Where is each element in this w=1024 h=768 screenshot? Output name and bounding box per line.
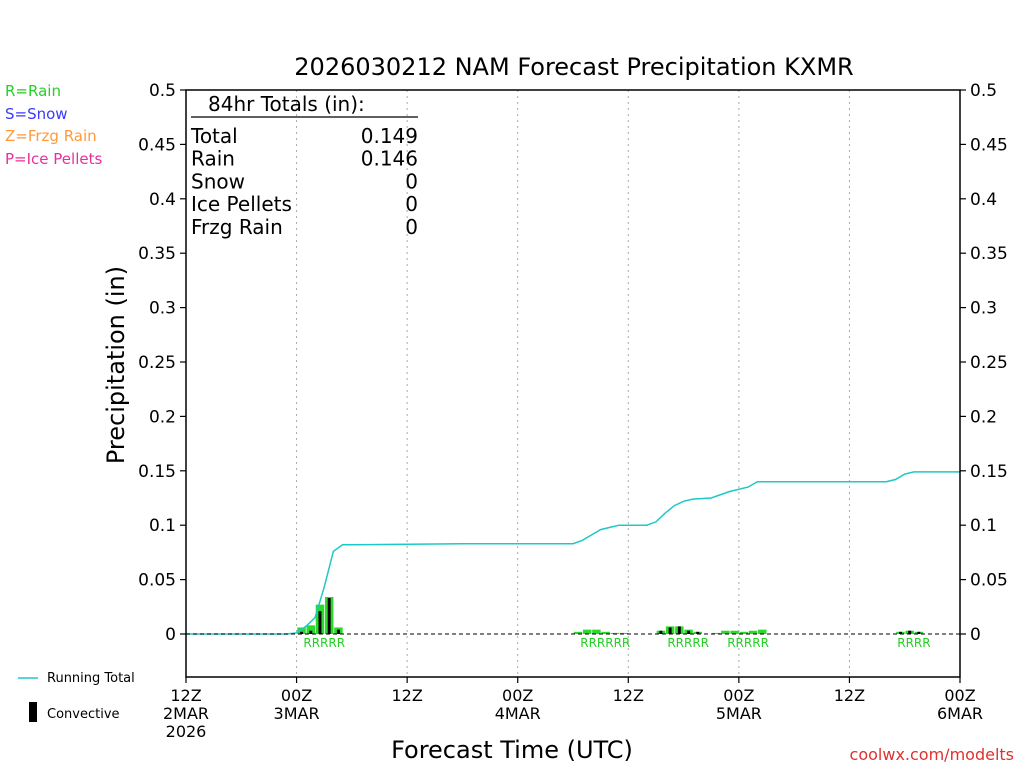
totals-row-label: Rain bbox=[191, 147, 235, 171]
convective-legend-label: Convective bbox=[47, 707, 120, 722]
totals-row-value: 0 bbox=[405, 169, 418, 193]
x-tick-label: 3MAR bbox=[274, 704, 320, 723]
x-tick-label: 12Z bbox=[613, 686, 644, 705]
bars: RRRRR RRRRRR RRRRR RRRRR RRRR bbox=[297, 597, 931, 650]
ptype-label: RRRRRR bbox=[580, 636, 630, 650]
x-tick-label: 5MAR bbox=[716, 704, 762, 723]
rain-bar bbox=[721, 630, 730, 634]
convective-legend-swatch bbox=[29, 702, 37, 722]
rain-bar bbox=[601, 631, 610, 634]
legend-snow-type: S=Snow bbox=[5, 105, 68, 123]
rain-bar bbox=[711, 632, 721, 634]
totals-row-value: 0.146 bbox=[361, 147, 418, 171]
y-tick-label-right: 0.35 bbox=[970, 244, 1008, 264]
rain-bar bbox=[610, 632, 620, 634]
rain-bar bbox=[730, 630, 739, 634]
grid bbox=[296, 90, 850, 677]
y-tick-label-right: 0.4 bbox=[970, 190, 997, 210]
convective-bar bbox=[677, 626, 681, 634]
y-tick-label-right: 0 bbox=[970, 625, 981, 645]
totals-row-value: 0.149 bbox=[361, 124, 418, 148]
rain-bar bbox=[297, 627, 306, 634]
convective-bar bbox=[908, 630, 912, 634]
ptype-label: RRRRR bbox=[727, 636, 769, 650]
x-axis-title: Forecast Time (UTC) bbox=[391, 736, 633, 764]
y-tick-label-right: 0.5 bbox=[970, 81, 997, 101]
rain-bar bbox=[573, 631, 583, 634]
x-tick-label: 2026 bbox=[166, 722, 207, 741]
convective-bar bbox=[300, 631, 304, 634]
convective-bar bbox=[309, 630, 313, 634]
rain-bar bbox=[582, 629, 592, 634]
rain-bar bbox=[619, 632, 629, 634]
credit-text: coolwx.com/modelts bbox=[850, 745, 1014, 764]
y-tick-label-right: 0.1 bbox=[970, 516, 997, 536]
ptype-label: RRRRR bbox=[667, 636, 709, 650]
y-tick-label-right: 0.15 bbox=[970, 462, 1008, 482]
totals-row-value: 0 bbox=[405, 192, 418, 216]
y-axis-title: Precipitation (in) bbox=[102, 266, 130, 464]
convective-bar bbox=[687, 630, 691, 634]
ptype-label: RRRRR bbox=[303, 636, 345, 650]
x-tick-label: 6MAR bbox=[937, 704, 983, 723]
plot-frame bbox=[185, 89, 961, 678]
y-tick-label-right: 0.05 bbox=[970, 571, 1008, 591]
chart-title: 2026030212 NAM Forecast Precipitation KX… bbox=[294, 53, 853, 81]
y-tick-label-left: 0.5 bbox=[149, 81, 176, 101]
x-tick-label: 4MAR bbox=[495, 704, 541, 723]
totals-row-label: Frzg Rain bbox=[191, 215, 283, 239]
x-tick-label: 00Z bbox=[502, 686, 533, 705]
legend-frzg-type: Z=Frzg Rain bbox=[5, 127, 97, 145]
y-tick-label-left: 0 bbox=[165, 625, 176, 645]
axes: 0 00.05 0.050.1 0.10.15 0.150.2 0.20.25 0.250.… bbox=[138, 81, 1008, 741]
convective-bar bbox=[899, 631, 902, 634]
x-tick-label: 12Z bbox=[391, 686, 422, 705]
y-tick-label-left: 0.05 bbox=[138, 571, 176, 591]
totals-row-label: Snow bbox=[191, 169, 245, 193]
totals-header: 84hr Totals (in): bbox=[208, 92, 365, 116]
convective-bar bbox=[327, 598, 331, 634]
y-tick-label-right: 0.3 bbox=[970, 299, 997, 319]
totals-row-value: 0 bbox=[405, 215, 418, 239]
running-total-line bbox=[186, 471, 960, 635]
y-tick-label-right: 0.2 bbox=[970, 407, 997, 427]
legend-rain-type: R=Rain bbox=[5, 82, 61, 100]
x-tick-label: 00Z bbox=[944, 686, 975, 705]
running-total-legend-label: Running Total bbox=[47, 671, 135, 686]
convective-bar bbox=[659, 630, 663, 634]
rain-bar bbox=[592, 629, 601, 634]
totals-row-label: Total bbox=[190, 124, 238, 148]
totals-row-label: Ice Pellets bbox=[191, 192, 292, 216]
x-tick-label: 2MAR bbox=[163, 704, 209, 723]
y-tick-label-right: 0.45 bbox=[970, 135, 1008, 155]
y-tick-label-left: 0.45 bbox=[138, 135, 176, 155]
y-tick-label-left: 0.25 bbox=[138, 353, 176, 373]
totals-box: 84hr Totals (in): Total 0.149 Rain 0.146 Sno… bbox=[190, 92, 418, 239]
y-tick-label-left: 0.35 bbox=[138, 244, 176, 264]
y-tick-label-left: 0.15 bbox=[138, 462, 176, 482]
y-tick-label-right: 0.25 bbox=[970, 353, 1008, 373]
y-tick-label-left: 0.1 bbox=[149, 516, 176, 536]
y-tick-label-left: 0.4 bbox=[149, 190, 176, 210]
x-tick-label: 00Z bbox=[281, 686, 312, 705]
y-tick-label-left: 0.3 bbox=[149, 299, 176, 319]
x-tick-label: 00Z bbox=[723, 686, 754, 705]
y-tick-label-left: 0.2 bbox=[149, 407, 176, 427]
convective-bar bbox=[336, 629, 340, 634]
x-tick-label: 12Z bbox=[170, 686, 201, 705]
rain-bar bbox=[758, 629, 767, 634]
rain-bar bbox=[739, 631, 749, 634]
rain-bar bbox=[306, 625, 315, 634]
convective-bar bbox=[917, 631, 921, 634]
x-tick-label: 12Z bbox=[834, 686, 865, 705]
legend-ice-type: P=Ice Pellets bbox=[5, 150, 102, 168]
convective-bar bbox=[696, 631, 700, 634]
running-total-series bbox=[186, 471, 960, 635]
convective-bar bbox=[668, 627, 672, 634]
rain-bar bbox=[748, 630, 758, 634]
ptype-label: RRRR bbox=[897, 636, 930, 650]
convective-bar bbox=[318, 611, 322, 634]
